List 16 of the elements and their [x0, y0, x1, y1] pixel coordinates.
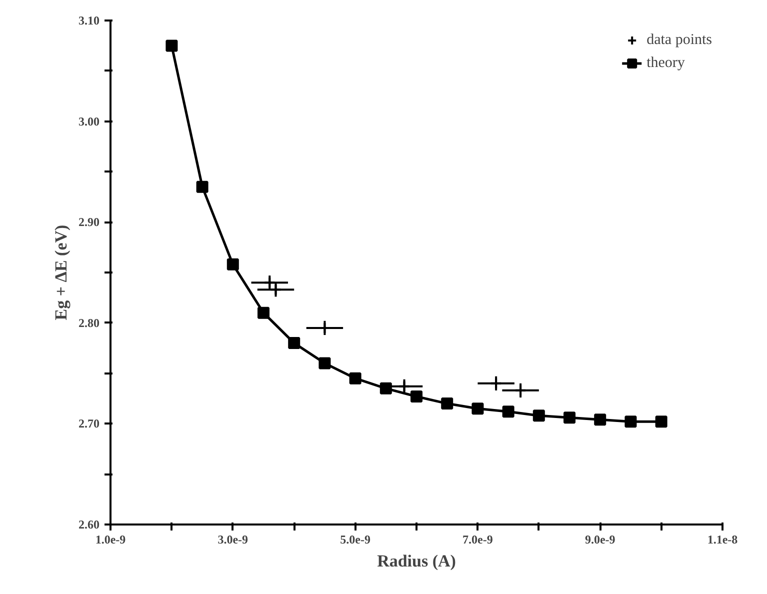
x-axis-title: Radius (A): [377, 552, 456, 570]
x-tick-label: 7.0e-9: [462, 532, 493, 546]
x-tick-label: 3.0e-9: [218, 532, 248, 546]
y-tick-label: 2.70: [78, 416, 100, 431]
y-tick-label: 2.90: [78, 215, 100, 230]
y-tick-label: 2.80: [78, 316, 100, 330]
x-tick-label: 1.1e-8: [707, 532, 738, 546]
y-tick-label: 3.00: [78, 114, 100, 128]
legend-label: theory: [646, 54, 685, 72]
y-tick-label: 3.10: [78, 14, 100, 28]
y-axis-title: Eg + ΔE (eV): [52, 224, 70, 320]
x-tick-label: 1.0e-9: [95, 532, 126, 546]
y-tick-label: 2.60: [78, 518, 100, 532]
x-tick-label: 9.0e-9: [584, 532, 616, 546]
x-tick-label: 5.0e-9: [340, 532, 370, 546]
legend-label: data points: [646, 32, 712, 48]
